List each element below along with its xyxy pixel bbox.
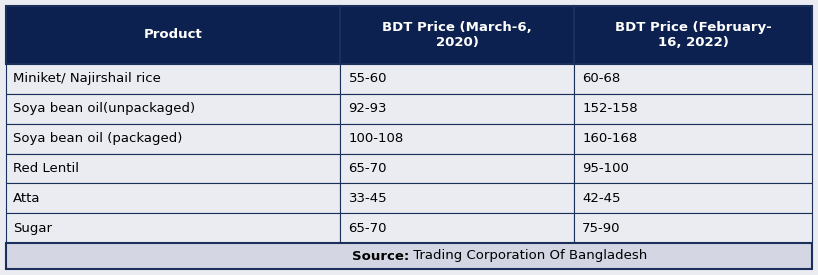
Text: Miniket/ Najirshail rice: Miniket/ Najirshail rice	[13, 72, 161, 86]
Bar	[574, 6, 812, 64]
Bar	[574, 213, 812, 243]
Bar	[6, 64, 340, 94]
Bar	[340, 6, 574, 64]
Text: BDT Price (March-6,
2020): BDT Price (March-6, 2020)	[383, 21, 533, 49]
Text: Red Lentil: Red Lentil	[13, 162, 79, 175]
Text: 55-60: 55-60	[348, 72, 387, 86]
Text: 75-90: 75-90	[582, 222, 621, 235]
Text: 160-168: 160-168	[582, 132, 637, 145]
Bar	[574, 64, 812, 94]
Bar	[6, 183, 340, 213]
Text: 152-158: 152-158	[582, 102, 638, 115]
Bar	[340, 64, 574, 94]
Text: Atta: Atta	[13, 192, 41, 205]
Text: Trading Corporation Of Bangladesh: Trading Corporation Of Bangladesh	[409, 249, 647, 263]
Text: 60-68: 60-68	[582, 72, 621, 86]
Bar	[574, 153, 812, 183]
Text: 33-45: 33-45	[348, 192, 387, 205]
Text: 95-100: 95-100	[582, 162, 629, 175]
Text: BDT Price (February-
16, 2022): BDT Price (February- 16, 2022)	[615, 21, 771, 49]
Bar	[574, 183, 812, 213]
Bar	[6, 243, 812, 269]
Text: 92-93: 92-93	[348, 102, 387, 115]
Bar	[6, 94, 340, 124]
Bar	[574, 124, 812, 153]
Text: 65-70: 65-70	[348, 222, 387, 235]
Bar	[6, 213, 340, 243]
Bar	[340, 183, 574, 213]
Bar	[340, 94, 574, 124]
Text: Soya bean oil(unpackaged): Soya bean oil(unpackaged)	[13, 102, 196, 115]
Text: Sugar: Sugar	[13, 222, 52, 235]
Bar	[6, 6, 340, 64]
Bar	[340, 153, 574, 183]
Text: 65-70: 65-70	[348, 162, 387, 175]
Text: 100-108: 100-108	[348, 132, 404, 145]
Bar	[6, 153, 340, 183]
Bar	[6, 124, 340, 153]
Text: Product: Product	[144, 29, 203, 42]
Bar	[340, 213, 574, 243]
Bar	[340, 124, 574, 153]
Text: 42-45: 42-45	[582, 192, 621, 205]
Text: Source:: Source:	[352, 249, 409, 263]
Bar	[574, 94, 812, 124]
Text: Soya bean oil (packaged): Soya bean oil (packaged)	[13, 132, 182, 145]
